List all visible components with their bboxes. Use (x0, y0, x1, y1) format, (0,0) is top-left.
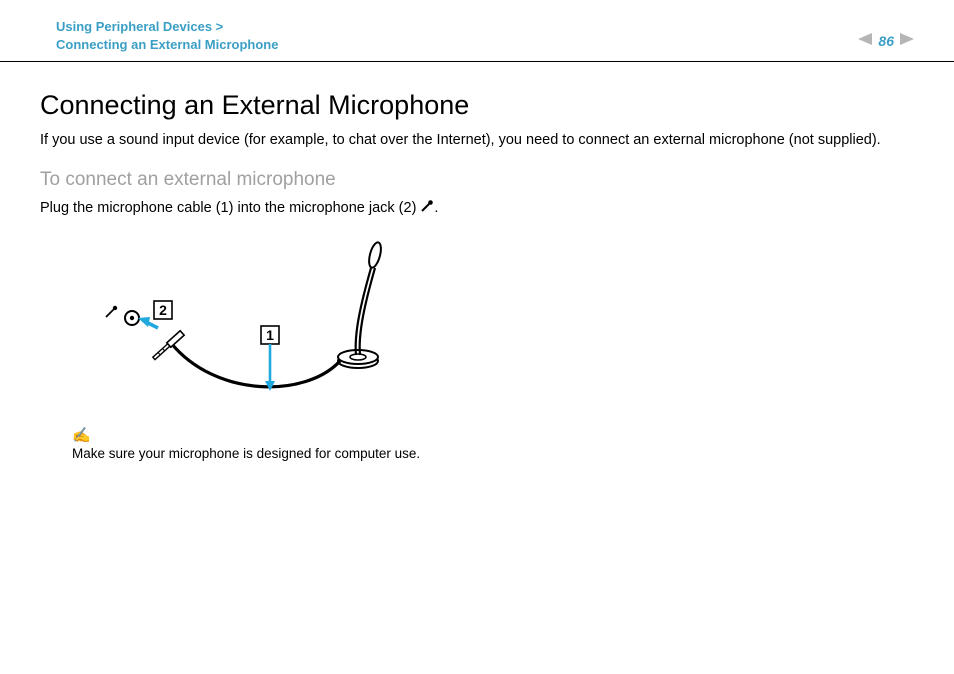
instruction-post: . (434, 199, 438, 215)
page-navigation: 86 (858, 18, 914, 50)
breadcrumb-line1: Using Peripheral Devices > (56, 18, 278, 36)
instruction-pre: Plug the microphone cable (1) into the m… (40, 199, 420, 215)
section-subtitle: To connect an external microphone (40, 169, 914, 191)
breadcrumb-line2: Connecting an External Microphone (56, 36, 278, 54)
page-header: Using Peripheral Devices > Connecting an… (0, 0, 954, 62)
diagram-label-1: 1 (266, 327, 274, 343)
note-block: ✍ Make sure your microphone is designed … (72, 426, 914, 463)
page-title: Connecting an External Microphone (40, 90, 914, 121)
microphone-icon (420, 199, 434, 217)
diagram-label-2: 2 (159, 302, 167, 318)
prev-page-arrow-icon[interactable] (858, 32, 872, 50)
note-text: Make sure your microphone is designed fo… (72, 446, 420, 461)
intro-paragraph: If you use a sound input device (for exa… (40, 131, 914, 151)
next-page-arrow-icon[interactable] (900, 32, 914, 50)
page-number: 86 (878, 33, 894, 49)
note-icon: ✍ (72, 426, 914, 444)
instruction-text: Plug the microphone cable (1) into the m… (40, 199, 914, 217)
breadcrumb: Using Peripheral Devices > Connecting an… (56, 18, 278, 53)
page-content: Connecting an External Microphone If you… (0, 62, 954, 463)
connection-diagram: 2 1 (76, 233, 914, 408)
